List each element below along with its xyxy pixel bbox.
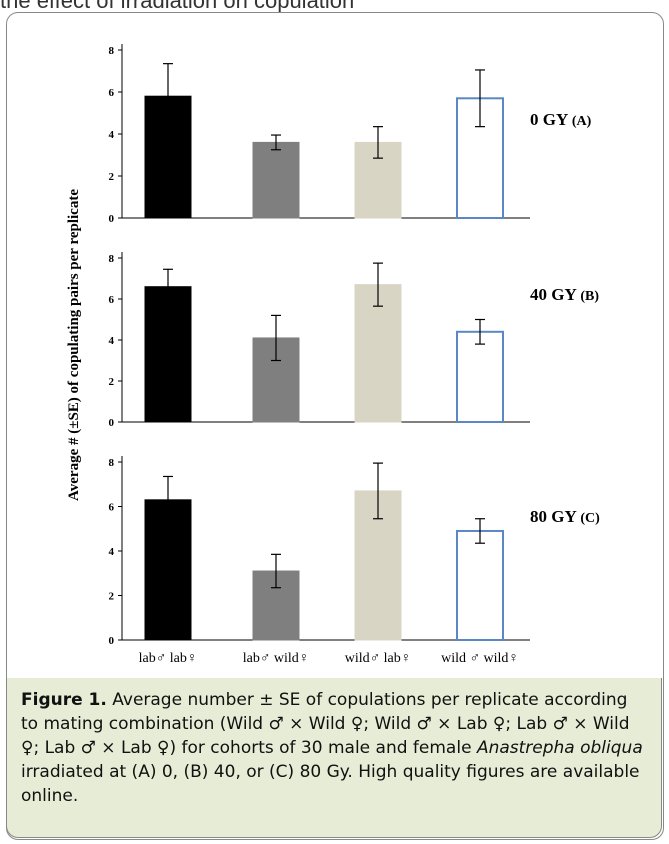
bar — [354, 284, 402, 423]
bar — [252, 141, 300, 219]
y-tick-label: 4 — [109, 129, 115, 141]
figure-caption: Figure 1. Average number ± SE of copulat… — [6, 678, 662, 838]
caption-species: Anastrepha obliqua — [476, 738, 643, 758]
panel-label: 0 GY (A) — [530, 110, 592, 129]
y-tick-label: 8 — [109, 457, 115, 469]
x-category-label: lab♂ lab♀ — [139, 651, 198, 666]
caption-label: Figure 1. — [21, 690, 107, 710]
caption-text-part-2: irradiated at (A) 0, (B) 40, or (C) 80 G… — [21, 762, 640, 806]
bar — [456, 330, 504, 423]
panel-letter: (A) — [572, 114, 592, 129]
y-tick-label: 2 — [109, 171, 115, 183]
bar — [144, 286, 192, 423]
x-category-label: lab♂ wild♀ — [243, 651, 310, 666]
panel-letter: (C) — [580, 511, 600, 526]
y-tick-label: 2 — [109, 376, 115, 388]
caption-text-part-1: Average number ± SE of copulations per r… — [21, 690, 630, 758]
y-tick-label: 0 — [109, 417, 115, 429]
y-tick-label: 8 — [109, 253, 115, 265]
y-tick-label: 8 — [109, 45, 115, 57]
x-category-label: wild♂ lab♀ — [345, 651, 412, 666]
y-tick-label: 6 — [109, 294, 115, 306]
panel-label: 80 GY (C) — [530, 507, 600, 526]
figure-chart: 0 2 4 6 8 0 GY (A) 0 2 4 6 8 40 GY (B) 0 2 4 6 8 80 GY (C… — [66, 44, 600, 666]
bar — [456, 529, 504, 641]
y-tick-label: 6 — [109, 502, 115, 514]
y-tick-label: 6 — [109, 87, 115, 99]
y-tick-label: 4 — [109, 335, 115, 347]
panel-label: 40 GY (B) — [530, 285, 599, 304]
x-category-label: wild ♂ wild♀ — [441, 651, 519, 666]
y-tick-label: 0 — [109, 635, 115, 647]
y-tick-label: 4 — [109, 546, 115, 558]
y-tick-label: 2 — [109, 591, 115, 603]
y-axis-label: Average # (±SE) of copulating pairs per … — [66, 189, 82, 501]
y-tick-label: 0 — [109, 213, 115, 225]
top-cut-text: the effect of irradiation on copulation — [0, 0, 669, 12]
panel-letter: (B) — [580, 289, 599, 304]
